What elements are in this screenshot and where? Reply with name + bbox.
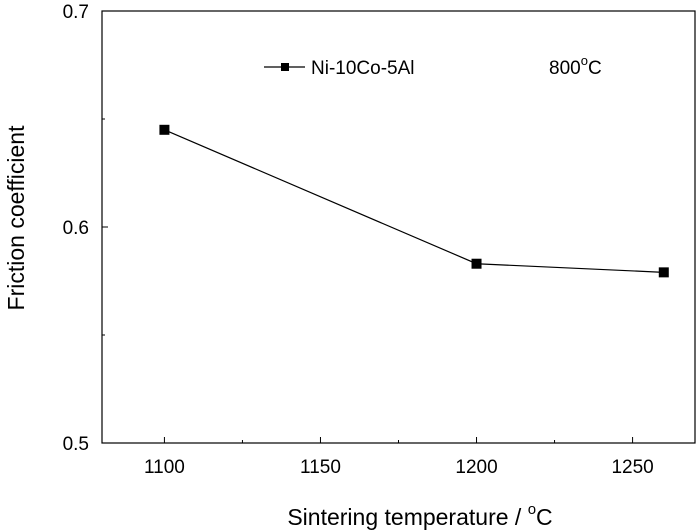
x-axis-ticks: 1100 1150 1200 1250 xyxy=(144,437,654,478)
x-tick-label: 1250 xyxy=(611,457,653,478)
annotation-degree: o xyxy=(581,53,588,68)
x-axis-title-main: Sintering temperature / xyxy=(287,504,527,530)
legend-marker xyxy=(281,63,289,71)
data-point-marker xyxy=(471,258,482,269)
x-tick-label: 1100 xyxy=(144,457,185,478)
temperature-annotation: 800oC xyxy=(549,53,602,79)
y-tick-label: 0.6 xyxy=(63,218,89,239)
data-series xyxy=(159,124,669,278)
y-axis-title: Friction coefficient xyxy=(3,125,29,311)
annotation-value: 800 xyxy=(549,58,581,79)
x-axis-title-unit: C xyxy=(536,504,553,530)
x-tick-label: 1150 xyxy=(300,457,341,478)
data-point-marker xyxy=(658,267,669,278)
annotation-unit: C xyxy=(588,58,602,79)
legend-label: Ni-10Co-5Al xyxy=(311,58,414,79)
x-axis-title: Sintering temperature / oC xyxy=(287,501,552,530)
y-axis-ticks: 0.5 0.6 0.7 xyxy=(63,2,108,455)
series-line xyxy=(164,129,664,273)
data-point-marker xyxy=(159,124,170,135)
x-tick-label: 1200 xyxy=(455,457,497,478)
x-axis-title-degree: o xyxy=(528,501,536,518)
legend: Ni-10Co-5Al xyxy=(264,58,414,79)
y-tick-label: 0.7 xyxy=(63,2,89,23)
y-tick-label: 0.5 xyxy=(63,434,89,455)
